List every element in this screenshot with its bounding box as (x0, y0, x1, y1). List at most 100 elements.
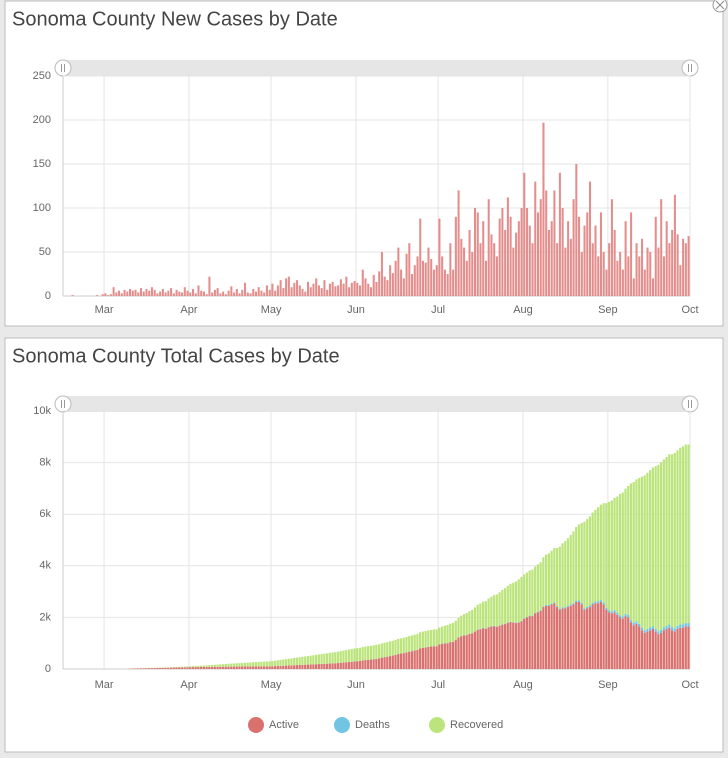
bar-segment (361, 660, 364, 669)
x-tick-label: Oct (681, 304, 698, 316)
bar-segment (224, 666, 227, 669)
bar-segment (487, 627, 490, 669)
x-tick-label: Apr (180, 679, 197, 691)
slider-handle[interactable] (54, 395, 72, 413)
bar (139, 288, 143, 296)
bar (679, 265, 682, 296)
bar-segment (449, 623, 452, 643)
bar (112, 287, 115, 296)
bar-segment (213, 666, 216, 669)
bar (296, 280, 299, 296)
bar-segment (659, 629, 663, 633)
bar-segment (454, 620, 457, 640)
bar-segment (673, 631, 676, 669)
bar-segment (492, 626, 496, 669)
bar (120, 293, 123, 296)
bar-segment (468, 633, 471, 669)
bar (178, 291, 181, 296)
bar (359, 285, 362, 296)
bar-segment (572, 531, 575, 604)
bar-segment (564, 541, 567, 608)
bar (241, 289, 244, 296)
bar (569, 238, 572, 296)
bar-segment (476, 629, 479, 669)
bar (328, 283, 331, 296)
chart-title: Sonoma County Total Cases by Date (12, 345, 340, 367)
bar (230, 286, 233, 296)
bar-segment (232, 666, 236, 669)
bar (495, 256, 498, 296)
bar (279, 280, 282, 296)
bar (164, 292, 167, 296)
bar-segment (347, 649, 351, 662)
bar (671, 230, 674, 296)
bar (350, 282, 353, 296)
expand-icon[interactable] (712, 0, 728, 13)
bar-segment (613, 610, 616, 613)
bar-segment (588, 516, 592, 606)
y-tick-label: 10k (33, 405, 51, 417)
bar-segment (618, 617, 622, 669)
bar-segment (665, 456, 668, 626)
bar-segment (646, 631, 649, 669)
bar (545, 190, 548, 296)
bar (205, 294, 208, 296)
slider-track[interactable] (63, 60, 690, 76)
bar-segment (610, 613, 613, 669)
bar (430, 259, 433, 296)
bar-segment (293, 657, 296, 666)
bar (331, 281, 334, 296)
bar-segment (334, 663, 337, 669)
bar (263, 292, 266, 296)
bar-segment (577, 600, 581, 602)
bar (391, 273, 394, 296)
bar-segment (167, 667, 170, 669)
bar-segment (443, 643, 446, 669)
bar-segment (399, 638, 403, 654)
bar-segment (575, 601, 578, 669)
bar (287, 276, 290, 296)
bar (599, 212, 602, 296)
bar-segment (517, 579, 520, 623)
bar-segment (252, 662, 255, 667)
bar-segment (446, 624, 449, 644)
slider-handle[interactable] (54, 59, 72, 77)
bar (564, 247, 567, 296)
expand-button[interactable] (712, 0, 728, 13)
slider[interactable] (54, 59, 699, 77)
bar-segment (265, 666, 268, 669)
bar (161, 288, 164, 296)
bar (536, 212, 540, 296)
slider[interactable] (54, 395, 699, 413)
bar (216, 288, 219, 296)
slider-track[interactable] (63, 396, 690, 412)
bar-segment (643, 632, 646, 669)
bar-segment (306, 656, 310, 665)
bar-segment (336, 663, 340, 669)
bar (208, 276, 211, 296)
slider-handle[interactable] (681, 395, 699, 413)
bar-segment (627, 486, 630, 616)
bar-segment (638, 478, 641, 624)
bar (337, 285, 340, 296)
bar-segment (394, 654, 397, 669)
bar (449, 243, 452, 296)
y-tick-label: 250 (33, 70, 51, 82)
x-tick-label: May (261, 304, 282, 316)
bar-segment (503, 624, 507, 669)
bar-segment (616, 614, 619, 669)
bar-segment (183, 666, 186, 668)
bar-segment (394, 639, 397, 655)
bar (96, 295, 99, 296)
bar-segment (178, 666, 181, 668)
bar-segment (670, 454, 674, 628)
bar (498, 218, 501, 296)
bar (651, 278, 655, 296)
bar (413, 265, 416, 296)
slider-handle[interactable] (681, 59, 699, 77)
bar-segment (413, 650, 416, 669)
bar-segment (408, 636, 411, 652)
bar-segment (419, 648, 422, 669)
bar-segment (473, 631, 477, 669)
